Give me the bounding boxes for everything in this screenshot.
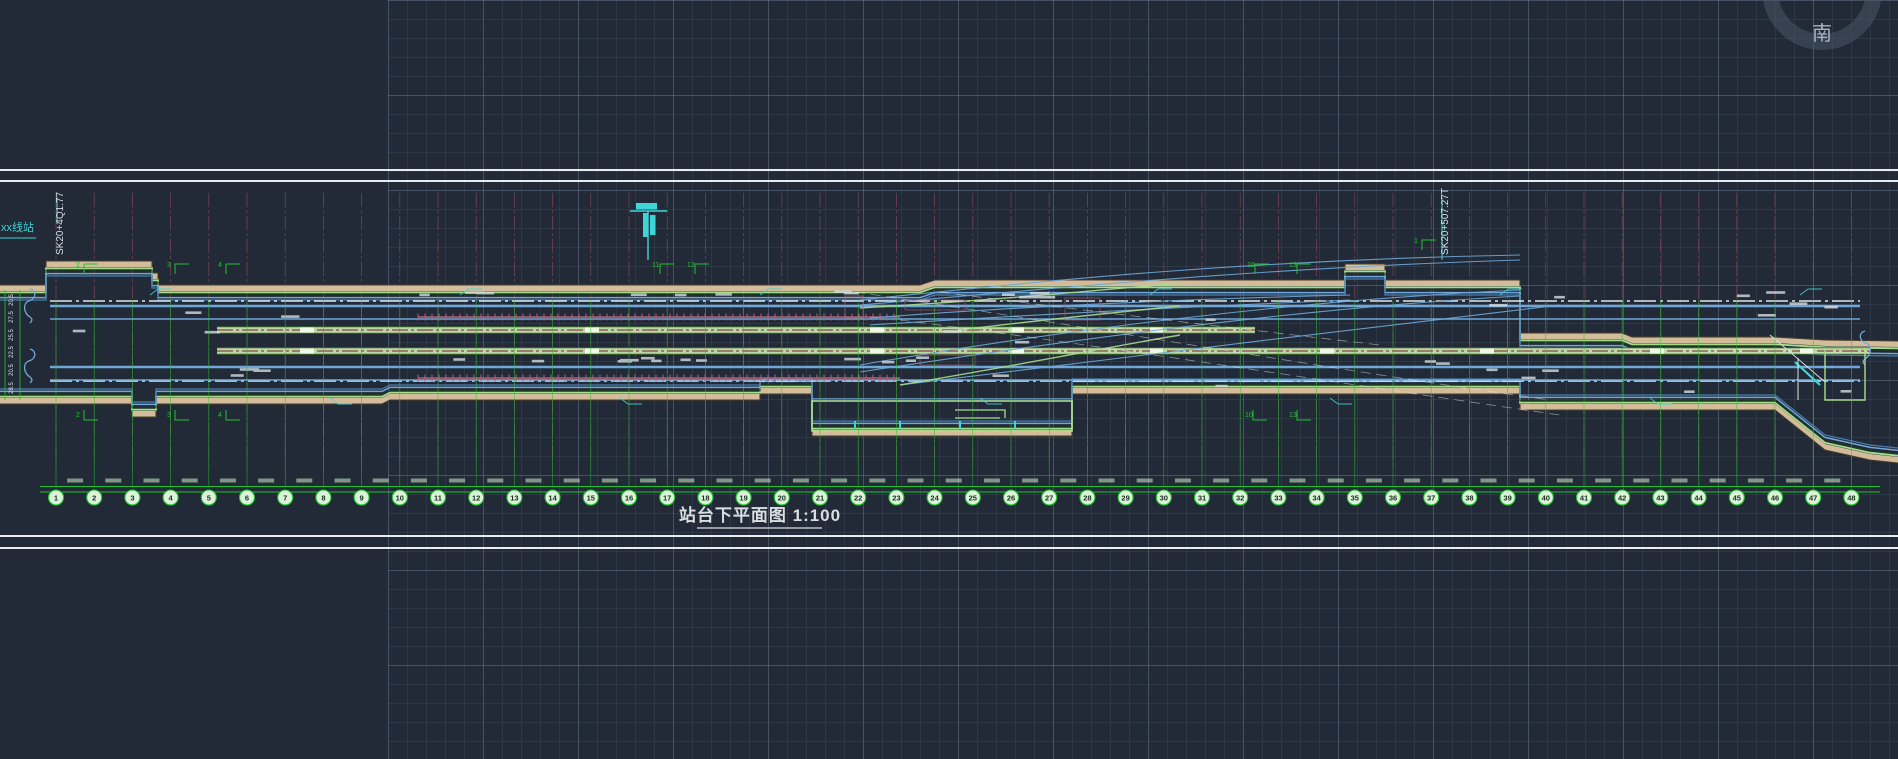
svg-text:xx线站: xx线站	[1, 220, 34, 234]
svg-text:SK20+507.27T: SK20+507.27T	[1440, 188, 1451, 255]
svg-text:南: 南	[1812, 22, 1832, 45]
svg-text:站台下平面图 1:100: 站台下平面图 1:100	[679, 505, 841, 525]
svg-text:SK20+4Q1.77: SK20+4Q1.77	[55, 191, 66, 255]
